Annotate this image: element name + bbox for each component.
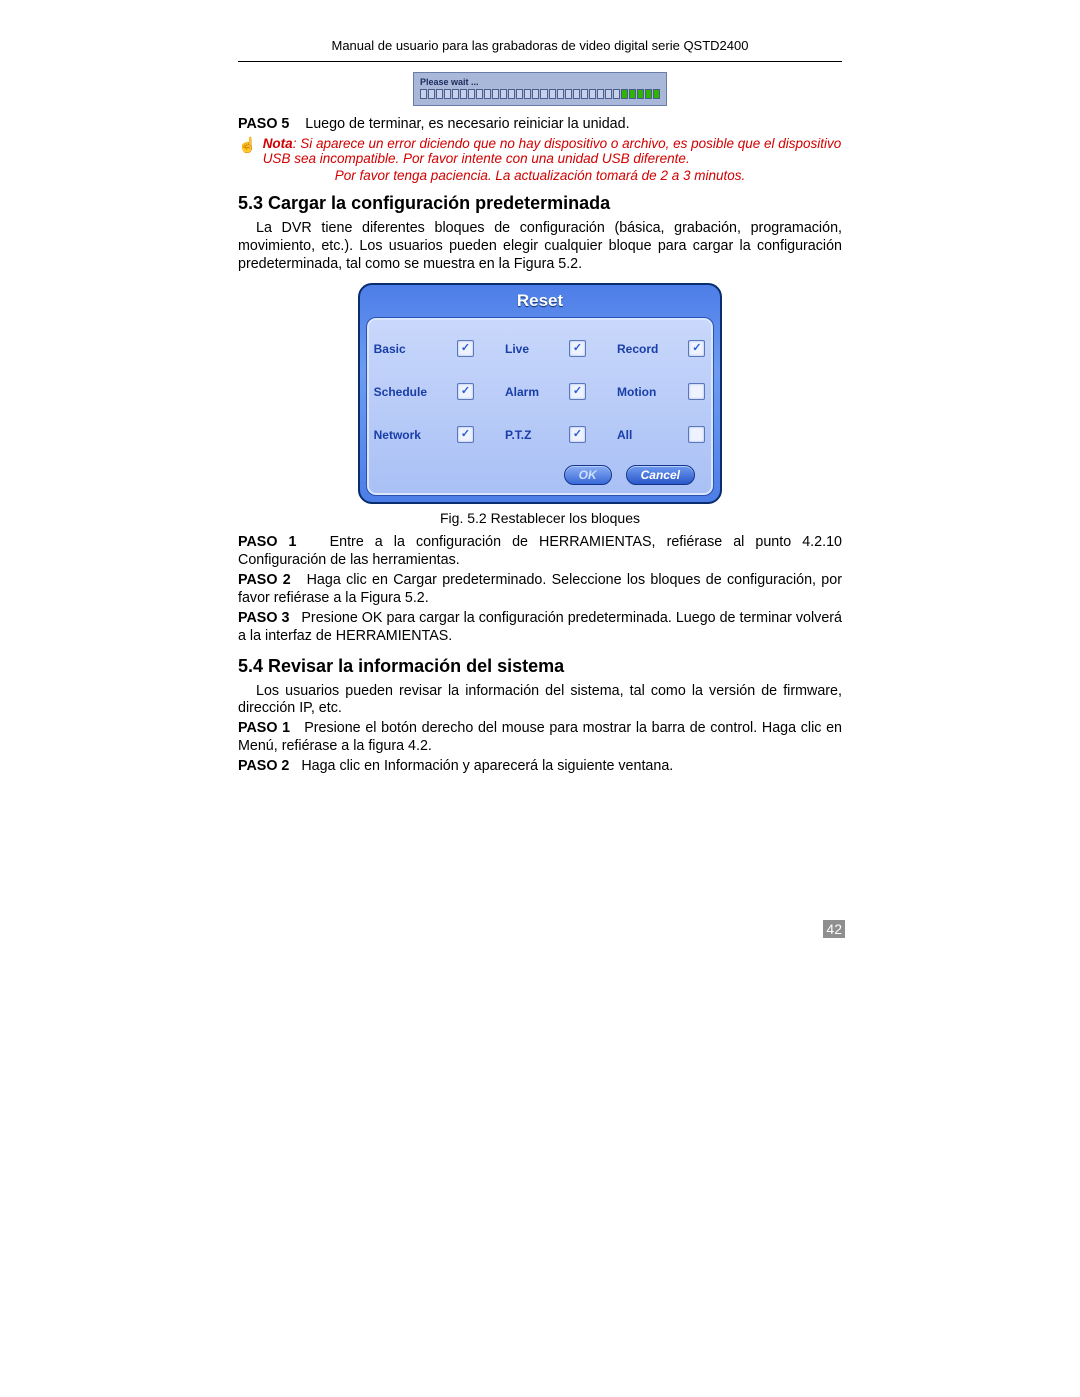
progress-segment xyxy=(420,89,427,99)
section-54-intro: Los usuarios pueden revisar la informaci… xyxy=(238,683,842,719)
progress-segment xyxy=(516,89,523,99)
progress-segment xyxy=(621,89,628,99)
progress-segment xyxy=(653,89,660,99)
progress-segment xyxy=(468,89,475,99)
note-line2: Por favor tenga paciencia. La actualizac… xyxy=(238,168,842,183)
s54-paso2-text: Haga clic en Información y aparecerá la … xyxy=(301,758,673,774)
ok-button[interactable]: OK xyxy=(564,465,612,485)
progress-segment xyxy=(645,89,652,99)
progress-segment xyxy=(629,89,636,99)
s54-paso1: PASO 1 Presione el botón derecho del mou… xyxy=(238,720,842,756)
reset-item-checkbox[interactable] xyxy=(569,426,586,443)
progress-segment xyxy=(613,89,620,99)
reset-item-checkbox[interactable] xyxy=(569,340,586,357)
s53-paso2: PASO 2 Haga clic en Cargar predeterminad… xyxy=(238,572,842,608)
reset-grid: BasicLiveRecordScheduleAlarmMotionNetwor… xyxy=(385,340,695,443)
section-53-intro: La DVR tiene diferentes bloques de confi… xyxy=(238,220,842,274)
reset-item-checkbox[interactable] xyxy=(688,426,705,443)
paso5-label: PASO 5 xyxy=(238,116,289,132)
page-header: Manual de usuario para las grabadoras de… xyxy=(238,38,842,62)
progress-label: Please wait ... xyxy=(420,77,660,87)
s53-paso1-text: Entre a la configuración de HERRAMIENTAS… xyxy=(238,534,842,568)
figure-caption: Fig. 5.2 Restablecer los bloques xyxy=(238,510,842,526)
note-wrap: ☝ Nota: Si aparece un error diciendo que… xyxy=(238,136,842,166)
reset-item-label: Live xyxy=(505,342,539,356)
progress-segment xyxy=(476,89,483,99)
reset-item-label: All xyxy=(617,428,658,442)
cancel-button[interactable]: Cancel xyxy=(626,465,695,485)
reset-item-label: Network xyxy=(374,428,427,442)
s53-paso3-text: Presione OK para cargar la configuración… xyxy=(238,610,842,644)
reset-item-label: Record xyxy=(617,342,658,356)
reset-item-label: Motion xyxy=(617,385,658,399)
note-body: : Si aparece un error diciendo que no ha… xyxy=(263,136,842,166)
progress-segment xyxy=(492,89,499,99)
paso5-text: Luego de terminar, es necesario reinicia… xyxy=(305,116,629,132)
hand-icon: ☝ xyxy=(238,136,257,154)
progress-segment xyxy=(532,89,539,99)
progress-segment xyxy=(605,89,612,99)
progress-segment xyxy=(540,89,547,99)
progress-bar xyxy=(420,89,660,99)
progress-segment xyxy=(565,89,572,99)
progress-segment xyxy=(428,89,435,99)
s53-paso2-label: PASO 2 xyxy=(238,572,291,588)
s53-paso1: PASO 1 Entre a la configuración de HERRA… xyxy=(238,534,842,570)
s54-paso2-label: PASO 2 xyxy=(238,758,289,774)
progress-segment xyxy=(573,89,580,99)
reset-item-label: P.T.Z xyxy=(505,428,539,442)
reset-item-label: Basic xyxy=(374,342,427,356)
progress-segment xyxy=(524,89,531,99)
s54-paso1-label: PASO 1 xyxy=(238,720,290,736)
note-label: Nota xyxy=(263,136,293,151)
reset-item-label: Schedule xyxy=(374,385,427,399)
progress-segment xyxy=(444,89,451,99)
button-row: OK Cancel xyxy=(385,465,695,485)
progress-segment xyxy=(484,89,491,99)
progress-segment xyxy=(557,89,564,99)
s53-paso2-text: Haga clic en Cargar predeterminado. Sele… xyxy=(238,572,842,606)
s53-paso3-label: PASO 3 xyxy=(238,610,289,626)
progress-segment xyxy=(581,89,588,99)
progress-segment xyxy=(452,89,459,99)
progress-segment xyxy=(549,89,556,99)
s53-paso1-label: PASO 1 xyxy=(238,534,296,550)
page-number: 42 xyxy=(823,920,845,938)
reset-body: Basic Live Record Schedule Alarm Motion Networ… xyxy=(366,317,714,496)
reset-item-checkbox[interactable] xyxy=(457,340,474,357)
reset-item-checkbox[interactable] xyxy=(688,383,705,400)
note-text: Nota: Si aparece un error diciendo que n… xyxy=(263,136,842,166)
progress-segment xyxy=(508,89,515,99)
reset-item-checkbox[interactable] xyxy=(457,426,474,443)
section-53-heading: 5.3 Cargar la configuración predetermina… xyxy=(238,193,842,214)
progress-segment xyxy=(637,89,644,99)
reset-title: Reset xyxy=(360,285,720,317)
progress-segment xyxy=(597,89,604,99)
progress-box: Please wait ... xyxy=(413,72,667,106)
reset-dialog: Reset Basic Live Record Schedule Alarm Motion… xyxy=(358,283,722,504)
s54-paso2: PASO 2 Haga clic en Información y aparec… xyxy=(238,758,842,776)
reset-item-checkbox[interactable] xyxy=(569,383,586,400)
paso5-line: PASO 5 Luego de terminar, es necesario r… xyxy=(238,116,842,134)
reset-item-label: Alarm xyxy=(505,385,539,399)
s53-paso3: PASO 3 Presione OK para cargar la config… xyxy=(238,610,842,646)
progress-segment xyxy=(436,89,443,99)
section-54-heading: 5.4 Revisar la información del sistema xyxy=(238,656,842,677)
reset-item-checkbox[interactable] xyxy=(457,383,474,400)
reset-item-checkbox[interactable] xyxy=(688,340,705,357)
progress-segment xyxy=(460,89,467,99)
progress-segment xyxy=(500,89,507,99)
s54-paso1-text: Presione el botón derecho del mouse para… xyxy=(238,720,842,754)
progress-segment xyxy=(589,89,596,99)
